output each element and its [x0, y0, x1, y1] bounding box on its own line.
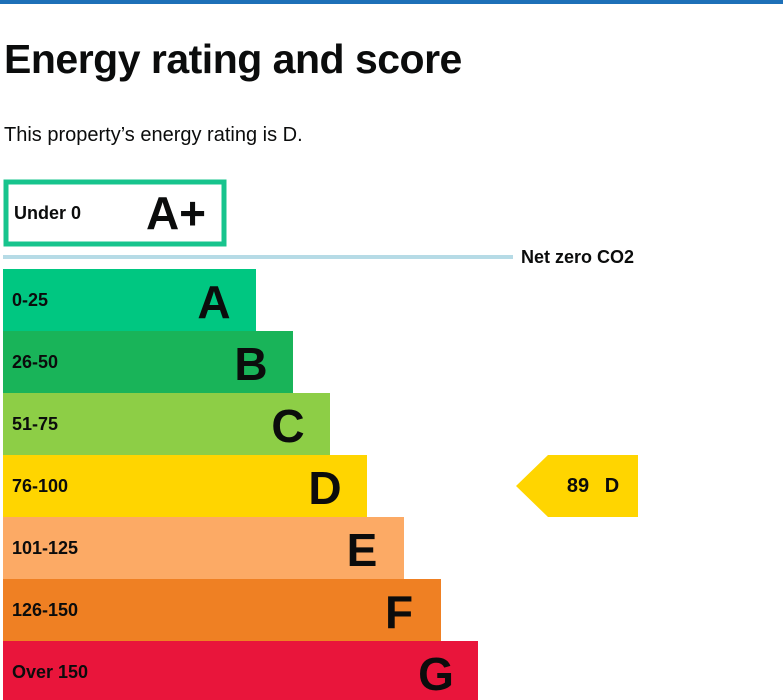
band-bar-b	[3, 331, 293, 393]
band-letter-b: B	[234, 338, 267, 390]
band-range-g: Over 150	[12, 662, 88, 682]
band-range-a: 0-25	[12, 290, 48, 310]
page-title: Energy rating and score	[4, 36, 462, 82]
rating-summary: This property’s energy rating is D.	[4, 124, 303, 146]
band-range-b: 26-50	[12, 352, 58, 372]
band-bar-g	[3, 641, 478, 700]
current-rating-letter: D	[605, 475, 619, 497]
band-bar-f	[3, 579, 441, 641]
band-letter-a: A+	[146, 187, 206, 239]
band-letter-d: D	[308, 462, 341, 514]
band-bar-a	[3, 269, 256, 331]
band-range-d: 76-100	[12, 476, 68, 496]
current-rating-score: 89	[567, 475, 589, 497]
top-rule	[0, 0, 783, 4]
band-letter-f: F	[385, 586, 413, 638]
band-range-c: 51-75	[12, 414, 58, 434]
band-letter-g: G	[418, 648, 454, 700]
band-range-f: 126-150	[12, 600, 78, 620]
band-letter-c: C	[271, 400, 304, 452]
band-range-a: Under 0	[14, 203, 81, 223]
band-letter-a: A	[197, 276, 230, 328]
band-bar-d	[3, 455, 367, 517]
band-bar-c	[3, 393, 330, 455]
band-letter-e: E	[347, 524, 378, 576]
band-range-e: 101-125	[12, 538, 78, 558]
band-bar-e	[3, 517, 404, 579]
band-bar-a	[3, 179, 227, 247]
net-zero-label: Net zero CO2	[521, 247, 634, 267]
current-rating-pointer	[516, 455, 638, 517]
